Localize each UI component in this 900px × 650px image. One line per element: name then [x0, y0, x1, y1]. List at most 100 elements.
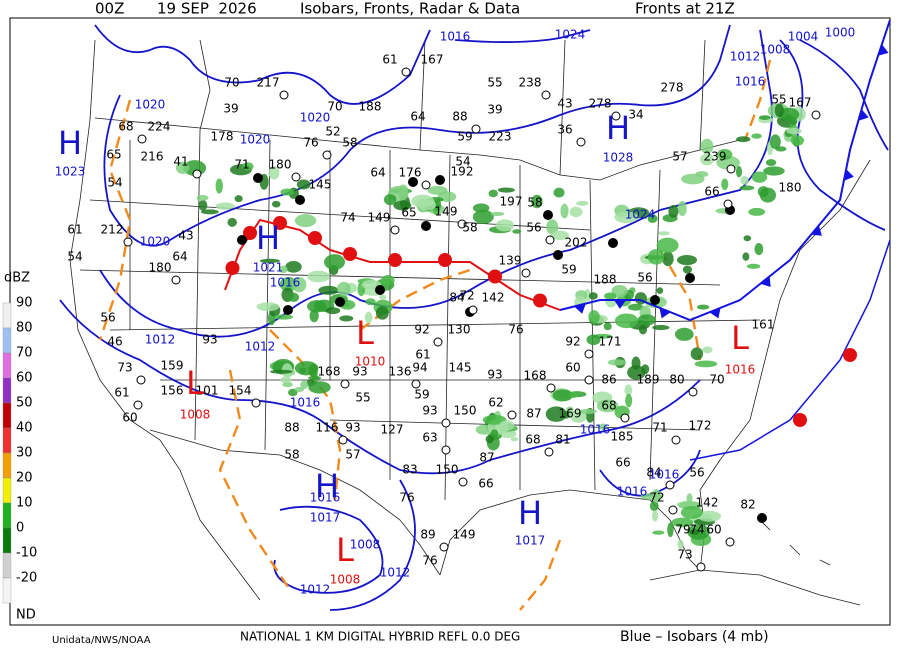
station-value: 55: [771, 93, 786, 107]
isobar-label: 1016: [440, 30, 471, 44]
isobar-label: 1008: [760, 43, 791, 57]
station-marker: [811, 110, 821, 120]
station-value: 71: [652, 421, 667, 435]
radar-echo: [647, 214, 658, 223]
isobar-label: 1020: [140, 235, 171, 249]
radar-echo: [339, 315, 354, 322]
station-value: 224: [148, 120, 171, 134]
station-value: 212: [101, 223, 124, 237]
legend-swatch: [2, 352, 12, 379]
radar-echo: [578, 408, 597, 414]
station-value: 58: [527, 196, 542, 210]
legend-swatch: [2, 502, 12, 529]
radar-echo: [647, 249, 665, 265]
radar-echo: [763, 166, 785, 176]
isobar-label: 1004: [788, 30, 819, 44]
radar-echo: [227, 217, 237, 227]
radar-echo: [668, 205, 679, 218]
warm-front-bump: [843, 348, 857, 362]
station-value: 64: [370, 166, 385, 180]
station-value: 278: [661, 81, 684, 95]
station-value: 68: [601, 399, 616, 413]
radar-echo: [198, 199, 208, 211]
station-value: 93: [422, 404, 437, 418]
radar-echo: [512, 229, 522, 234]
station-marker: [543, 210, 553, 220]
radar-echo: [490, 429, 499, 438]
warm-front-bump: [438, 253, 452, 267]
pressure-center-value: 1016: [725, 363, 756, 377]
radar-echo: [614, 313, 639, 329]
station-value: 70: [709, 373, 724, 387]
radar-echo: [614, 211, 639, 224]
radar-echo: [485, 435, 494, 444]
station-value: 39: [487, 103, 502, 117]
radar-echo: [631, 356, 641, 371]
station-value: 55: [355, 391, 370, 405]
station-value: 88: [452, 110, 467, 124]
station-value: 62: [488, 396, 503, 410]
radar-echo: [393, 200, 412, 211]
header-time: 00Z: [95, 0, 124, 18]
station-value: 70: [327, 100, 342, 114]
station-value: 56: [637, 271, 652, 285]
station-value: 87: [526, 407, 541, 421]
trough: [269, 329, 342, 501]
station-marker: [723, 199, 733, 209]
station-marker: [295, 195, 305, 205]
radar-echo: [308, 375, 322, 381]
station-marker: [441, 445, 451, 455]
header-date: 19 SEP 2026: [157, 0, 257, 18]
station-value: 185: [611, 430, 634, 444]
radar-echo: [651, 510, 659, 522]
radar-echo: [758, 115, 771, 120]
header-fronts-time: Fronts at 21Z: [635, 0, 735, 18]
station-value: 145: [449, 361, 472, 375]
radar-echo: [569, 206, 583, 218]
station-value: 60: [706, 523, 721, 537]
radar-echo: [499, 420, 515, 431]
warm-front-bump: [273, 216, 287, 230]
station-value: 64: [410, 110, 425, 124]
warm-front-bump: [308, 231, 322, 245]
radar-echo: [375, 306, 389, 320]
radar-echo: [279, 265, 288, 274]
station-marker: [279, 90, 289, 100]
station-marker: [251, 398, 261, 408]
station-value: 238: [519, 76, 542, 90]
radar-echo: [662, 251, 674, 267]
isobar-label: 1012: [145, 333, 176, 347]
fronts: [224, 19, 891, 461]
station-marker: [340, 379, 350, 389]
trough: [658, 249, 702, 361]
station-value: 76: [303, 136, 318, 150]
footer-credit: Unidata/NWS/NOAA: [52, 635, 151, 646]
station-value: 79: [675, 523, 690, 537]
radar-echo: [721, 178, 729, 191]
station-value: 57: [672, 150, 687, 164]
radar-echo: [296, 179, 311, 190]
radar-echo: [495, 219, 514, 232]
warm-front-bump: [388, 253, 402, 267]
isobar-label: 1012: [300, 583, 331, 597]
pressure-center-value: 1008: [180, 408, 211, 422]
station-value: 63: [422, 431, 437, 445]
station-marker: [335, 297, 345, 307]
isobar-label: 1016: [735, 75, 766, 89]
station-value: 83: [402, 463, 417, 477]
station-marker: [338, 435, 348, 445]
station-value: 168: [318, 365, 341, 379]
radar-echo: [735, 165, 743, 178]
radar-echo: [175, 161, 190, 174]
station-value: 149: [435, 205, 458, 219]
station-marker: [507, 410, 517, 420]
station-marker: [322, 150, 332, 160]
station-value: 65: [401, 206, 416, 220]
station-value: 159: [161, 359, 184, 373]
station-value: 61: [114, 386, 129, 400]
station-value: 66: [478, 477, 493, 491]
trough: [743, 59, 772, 141]
station-value: 136: [389, 365, 412, 379]
isobar-label: 1016: [649, 468, 680, 482]
isobar: [273, 505, 384, 594]
